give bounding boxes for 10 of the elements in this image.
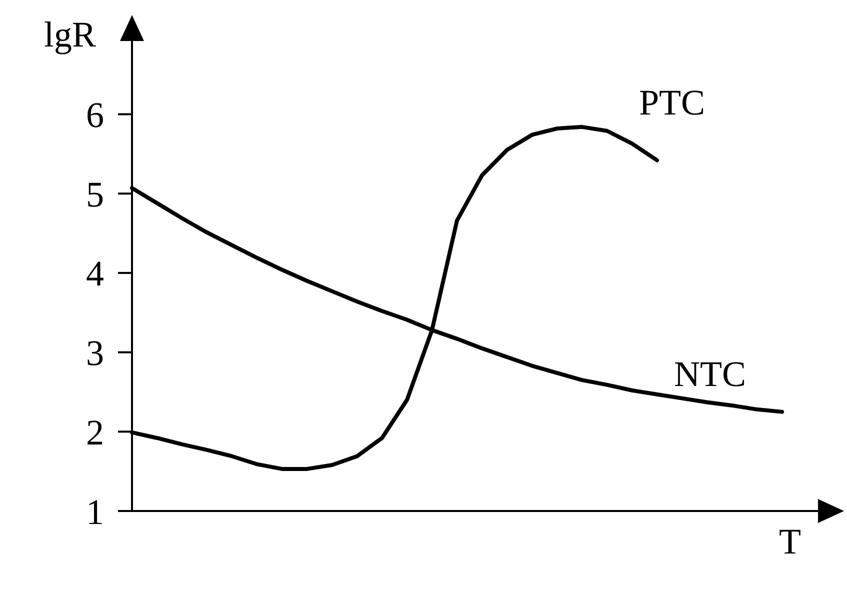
y-tick-label: 4 bbox=[86, 254, 104, 294]
x-axis-title: T bbox=[779, 521, 801, 562]
y-tick-label: 5 bbox=[86, 174, 104, 214]
y-tick-label: 3 bbox=[86, 333, 104, 374]
y-tick-label: 1 bbox=[86, 492, 104, 532]
series-label: NTC bbox=[674, 354, 746, 394]
y-tick-label: 6 bbox=[86, 95, 104, 136]
y-tick-label: 2 bbox=[86, 412, 104, 452]
series-label: PTC bbox=[638, 82, 706, 123]
y-axis-title: lgR bbox=[44, 14, 96, 54]
